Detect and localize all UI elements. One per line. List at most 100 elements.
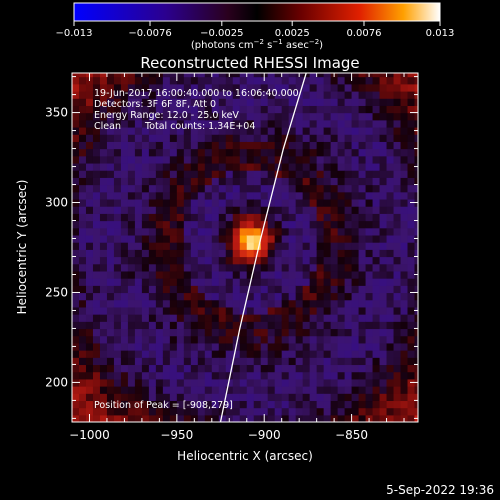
heatmap-cell (113, 357, 122, 366)
heatmap-cell (393, 342, 402, 351)
heatmap-cell (169, 119, 178, 128)
heatmap-cell (344, 400, 353, 409)
heatmap-cell (92, 220, 101, 229)
heatmap-cell (400, 386, 409, 394)
heatmap-cell (197, 90, 206, 99)
heatmap-cell (204, 263, 213, 272)
heatmap-cell (78, 134, 87, 142)
heatmap-cell (155, 119, 164, 128)
heatmap-cell (281, 249, 290, 258)
heatmap-cell (260, 119, 269, 128)
heatmap-cell (127, 378, 136, 387)
heatmap-cell (197, 73, 206, 78)
heatmap-cell (127, 98, 136, 106)
heatmap-cell (72, 364, 80, 373)
heatmap-cell (260, 357, 269, 366)
heatmap-cell (127, 278, 136, 286)
heatmap-cell (134, 242, 143, 250)
heatmap-cell (162, 321, 171, 330)
heatmap-cell (218, 350, 227, 358)
heatmap-cell (309, 249, 318, 258)
heatmap-cell (414, 393, 418, 402)
heatmap-cell (148, 350, 157, 358)
heatmap-cell (400, 191, 409, 200)
heatmap-cell (99, 299, 108, 308)
heatmap-cell (302, 227, 311, 236)
heatmap-cell (358, 371, 367, 380)
heatmap-cell (414, 73, 418, 78)
heatmap-cell (253, 170, 262, 178)
heatmap-cell (302, 263, 311, 272)
heatmap-cell (302, 285, 311, 294)
heatmap-cell (148, 256, 157, 265)
heatmap-cell (295, 141, 304, 150)
heatmap-cell (330, 242, 339, 250)
heatmap-cell (162, 393, 171, 402)
heatmap-cell (337, 98, 346, 106)
heatmap-cell (176, 98, 185, 106)
heatmap-cell (92, 414, 101, 422)
heatmap-cell (302, 162, 311, 171)
heatmap-cell (281, 342, 290, 351)
heatmap-cell (225, 299, 234, 308)
heatmap-cell (239, 292, 248, 301)
x-tick-label: −950 (160, 428, 193, 442)
heatmap-cell (344, 148, 353, 157)
heatmap-cell (344, 177, 353, 186)
heatmap-cell (407, 177, 416, 186)
heatmap-cell (190, 285, 199, 294)
heatmap-cell (72, 206, 80, 214)
heatmap-cell (190, 342, 199, 351)
heatmap-cell (134, 227, 143, 236)
heatmap-cell (113, 364, 122, 373)
heatmap-cell (288, 198, 297, 207)
heatmap-cell (309, 299, 318, 308)
heatmap-cell (414, 184, 418, 193)
heatmap-cell (211, 220, 220, 229)
heatmap-cell (113, 299, 122, 308)
heatmap-cell (120, 90, 129, 99)
heatmap-cell (78, 393, 87, 402)
heatmap-cell (386, 350, 395, 358)
heatmap-cell (337, 234, 346, 243)
heatmap-cell (379, 299, 388, 308)
heatmap-cell (358, 177, 367, 186)
heatmap-cell (225, 177, 234, 186)
heatmap-cell (106, 227, 115, 236)
heatmap-cell (113, 285, 122, 294)
heatmap-cell (218, 357, 227, 366)
heatmap-cell (372, 177, 381, 186)
heatmap-cell (309, 105, 318, 114)
heatmap-cell (218, 414, 227, 422)
heatmap-cell (141, 206, 150, 214)
heatmap-cell (162, 177, 171, 186)
heatmap-cell (106, 90, 115, 99)
heatmap-cell (379, 407, 388, 416)
heatmap-cell (358, 407, 367, 416)
heatmap-cell (358, 90, 367, 99)
heatmap-cell (232, 328, 241, 337)
heatmap-cell (288, 328, 297, 337)
heatmap-cell (330, 198, 339, 207)
heatmap-cell (218, 148, 227, 157)
heatmap-cell (295, 278, 304, 286)
heatmap-cell (127, 73, 136, 78)
heatmap-cell (365, 162, 374, 171)
heatmap-cell (120, 184, 129, 193)
heatmap-cell (253, 242, 262, 250)
heatmap-cell (351, 342, 360, 351)
heatmap-cell (197, 227, 206, 236)
heatmap-cell (211, 249, 220, 258)
heatmap-cell (211, 350, 220, 358)
heatmap-cell (183, 234, 192, 243)
heatmap-cell (78, 148, 87, 157)
heatmap-cell (225, 350, 234, 358)
heatmap-cell (274, 378, 283, 387)
heatmap-cell (183, 112, 192, 121)
heatmap-cell (309, 335, 318, 344)
heatmap-cell (204, 371, 213, 380)
heatmap-cell (183, 73, 192, 78)
heatmap-cell (197, 191, 206, 200)
heatmap-cell (316, 112, 325, 121)
heatmap-cell (204, 378, 213, 387)
